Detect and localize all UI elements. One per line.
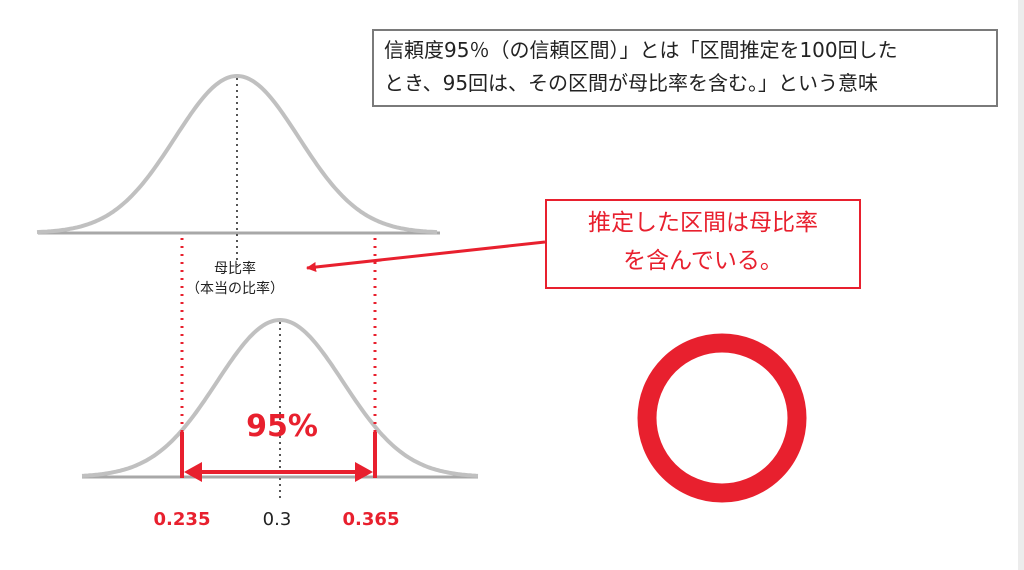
sampling-distribution <box>81 317 479 500</box>
callout-arrow <box>306 240 546 272</box>
definition-line-2: とき、95回は、その区間が母比率を含む。」という意味 <box>384 71 879 95</box>
definition-text: 信頼度95％（の信頼区間）」とは「区間推定を100回した とき、95回は、その区… <box>384 34 994 100</box>
callout-line-1: 推定した区間は母比率 <box>588 210 818 236</box>
population-proportion-label: 母比率 （本当の比率） <box>160 259 310 299</box>
circle-mark-icon <box>637 333 807 503</box>
definition-box <box>372 29 998 107</box>
window-edge <box>1018 0 1024 570</box>
definition-line-1: 信頼度95％（の信頼区間）」とは「区間推定を100回した <box>384 38 898 62</box>
callout-line-2: を含んでいる。 <box>623 248 783 274</box>
callout-box <box>545 199 861 289</box>
interval-arrow-right-head <box>355 462 373 482</box>
population-distribution <box>36 73 440 265</box>
population-curve <box>36 73 438 235</box>
population-proportion-subtitle: （本当の比率） <box>186 281 284 297</box>
upper-bound-label: 0.365 <box>342 509 400 530</box>
confidence-level-label: 95% <box>246 409 318 444</box>
center-label: 0.3 <box>262 509 292 530</box>
lower-bound-label: 0.235 <box>153 509 211 530</box>
confidence-interval <box>180 238 377 482</box>
callout-text: 推定した区間は母比率 を含んでいる。 <box>545 204 861 280</box>
population-proportion-title: 母比率 <box>214 261 256 277</box>
interval-arrow-left-head <box>184 462 202 482</box>
sampling-curve <box>81 317 479 478</box>
